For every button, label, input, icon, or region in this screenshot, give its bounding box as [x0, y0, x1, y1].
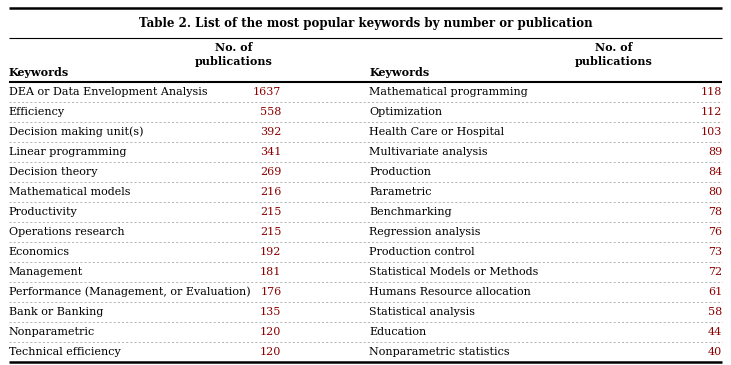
- Text: No. of
publications: No. of publications: [195, 42, 273, 67]
- Text: Humans Resource allocation: Humans Resource allocation: [369, 287, 531, 297]
- Text: 72: 72: [708, 267, 722, 277]
- Text: Mathematical programming: Mathematical programming: [369, 87, 528, 97]
- Text: Decision making unit(s): Decision making unit(s): [9, 127, 143, 137]
- Text: Economics: Economics: [9, 247, 70, 257]
- Text: Regression analysis: Regression analysis: [369, 227, 481, 237]
- Text: Bank or Banking: Bank or Banking: [9, 307, 103, 317]
- Text: 216: 216: [260, 187, 281, 197]
- Text: 269: 269: [260, 167, 281, 177]
- Text: Nonparametric: Nonparametric: [9, 327, 95, 337]
- Text: 40: 40: [708, 347, 722, 357]
- Text: 112: 112: [701, 107, 722, 117]
- Text: 61: 61: [708, 287, 722, 297]
- Text: 73: 73: [708, 247, 722, 257]
- Text: 118: 118: [701, 87, 722, 97]
- Text: Mathematical models: Mathematical models: [9, 187, 130, 197]
- Text: No. of
publications: No. of publications: [575, 42, 653, 67]
- Text: 120: 120: [260, 347, 281, 357]
- Text: 58: 58: [708, 307, 722, 317]
- Text: Performance (Management, or Evaluation): Performance (Management, or Evaluation): [9, 287, 251, 297]
- Text: DEA or Data Envelopment Analysis: DEA or Data Envelopment Analysis: [9, 87, 208, 97]
- Text: Production control: Production control: [369, 247, 474, 257]
- Text: 89: 89: [708, 147, 722, 157]
- Text: 392: 392: [260, 127, 281, 137]
- Text: Table 2. List of the most popular keywords by number or publication: Table 2. List of the most popular keywor…: [139, 17, 592, 30]
- Text: 215: 215: [260, 227, 281, 237]
- Text: 135: 135: [260, 307, 281, 317]
- Text: 76: 76: [708, 227, 722, 237]
- Text: 558: 558: [260, 107, 281, 117]
- Text: Health Care or Hospital: Health Care or Hospital: [369, 127, 504, 137]
- Text: 176: 176: [260, 287, 281, 297]
- Text: 103: 103: [701, 127, 722, 137]
- Text: Statistical analysis: Statistical analysis: [369, 307, 475, 317]
- Text: Optimization: Optimization: [369, 107, 442, 117]
- Text: Education: Education: [369, 327, 426, 337]
- Text: Management: Management: [9, 267, 83, 277]
- Text: Production: Production: [369, 167, 431, 177]
- Text: Keywords: Keywords: [369, 68, 429, 78]
- Text: Statistical Models or Methods: Statistical Models or Methods: [369, 267, 539, 277]
- Text: 44: 44: [708, 327, 722, 337]
- Text: Benchmarking: Benchmarking: [369, 207, 452, 217]
- Text: 120: 120: [260, 327, 281, 337]
- Text: Multivariate analysis: Multivariate analysis: [369, 147, 488, 157]
- Text: Productivity: Productivity: [9, 207, 77, 217]
- Text: 215: 215: [260, 207, 281, 217]
- Text: 1637: 1637: [253, 87, 281, 97]
- Text: 181: 181: [260, 267, 281, 277]
- Text: Parametric: Parametric: [369, 187, 431, 197]
- Text: Linear programming: Linear programming: [9, 147, 126, 157]
- Text: Operations research: Operations research: [9, 227, 124, 237]
- Text: 84: 84: [708, 167, 722, 177]
- Text: 192: 192: [260, 247, 281, 257]
- Text: Efficiency: Efficiency: [9, 107, 65, 117]
- Text: 78: 78: [708, 207, 722, 217]
- Text: Decision theory: Decision theory: [9, 167, 97, 177]
- Text: 341: 341: [260, 147, 281, 157]
- Text: Nonparametric statistics: Nonparametric statistics: [369, 347, 510, 357]
- Text: Keywords: Keywords: [9, 68, 69, 78]
- Text: Technical efficiency: Technical efficiency: [9, 347, 121, 357]
- Text: 80: 80: [708, 187, 722, 197]
